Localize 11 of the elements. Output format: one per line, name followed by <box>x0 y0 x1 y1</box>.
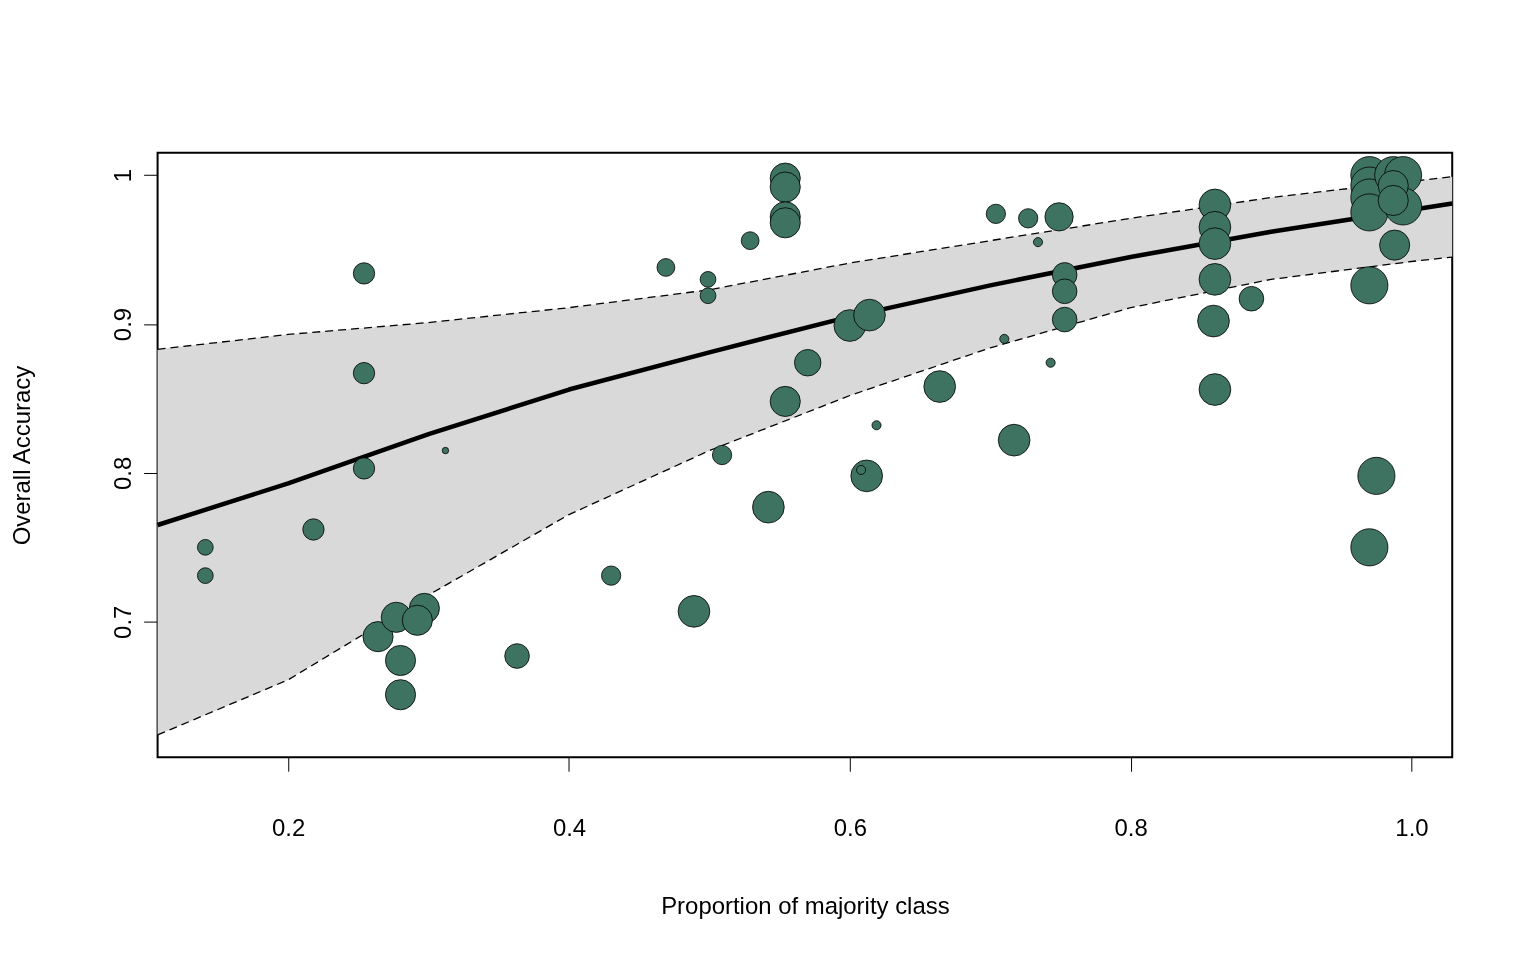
y-tick-label: 0.9 <box>109 307 137 342</box>
y-axis-title: Overall Accuracy <box>8 365 36 546</box>
x-tick-label: 0.6 <box>833 813 867 841</box>
y-tick-label: 0.7 <box>109 605 137 639</box>
x-axis-title: Proportion of majority class <box>661 892 950 920</box>
x-tick-label: 1.0 <box>1395 813 1429 841</box>
y-tick-label: 1 <box>109 169 137 183</box>
x-tick-label: 0.8 <box>1114 813 1148 841</box>
y-tick-label: 0.8 <box>109 456 137 491</box>
x-tick-label: 0.4 <box>552 813 587 841</box>
x-tick-label: 0.2 <box>272 813 306 841</box>
